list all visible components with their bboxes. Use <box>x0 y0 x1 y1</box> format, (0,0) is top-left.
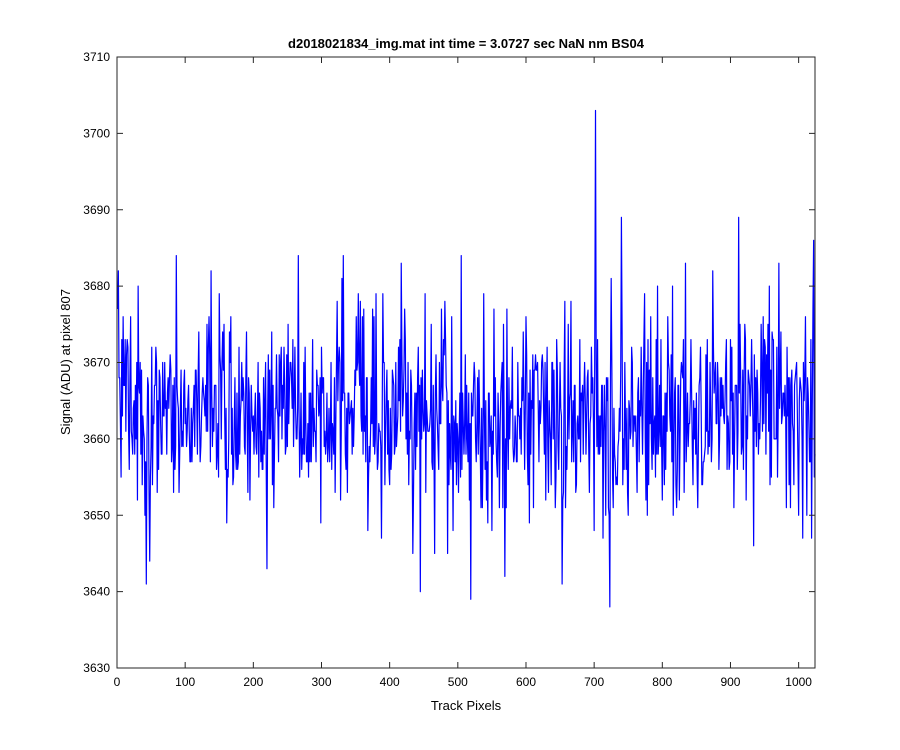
x-axis-label: Track Pixels <box>431 698 502 713</box>
y-tick-label: 3630 <box>83 661 110 675</box>
y-tick-label: 3690 <box>83 203 110 217</box>
x-tick-label: 0 <box>114 675 121 689</box>
y-tick-label: 3650 <box>83 508 110 522</box>
series-layer <box>117 109 816 608</box>
signal-series-line <box>117 109 816 608</box>
y-tick-label: 3710 <box>83 50 110 64</box>
x-tick-label: 1000 <box>785 675 812 689</box>
y-tick-label: 3670 <box>83 356 110 370</box>
x-tick-label: 600 <box>516 675 536 689</box>
plot-frame <box>116 56 816 669</box>
x-tick-label: 800 <box>652 675 672 689</box>
y-tick-label: 3680 <box>83 279 110 293</box>
y-tick-label: 3700 <box>83 126 110 140</box>
x-tick-label: 700 <box>584 675 604 689</box>
x-tick-label: 300 <box>311 675 331 689</box>
y-tick-label: 3640 <box>83 585 110 599</box>
y-tick-label: 3660 <box>83 432 110 446</box>
plot-area <box>117 57 815 668</box>
x-tick-label: 500 <box>448 675 468 689</box>
x-tick-label: 400 <box>380 675 400 689</box>
chart-title: d2018021834_img.mat int time = 3.0727 se… <box>288 36 645 51</box>
x-tick-label: 200 <box>243 675 263 689</box>
x-tick-label: 100 <box>175 675 195 689</box>
axes-layer: 0 100 200 300 400 500 600 700 800 900 1000 3630 3640… <box>83 50 815 689</box>
x-tick-label: 900 <box>720 675 740 689</box>
y-axis-label: Signal (ADU) at pixel 807 <box>58 289 73 435</box>
